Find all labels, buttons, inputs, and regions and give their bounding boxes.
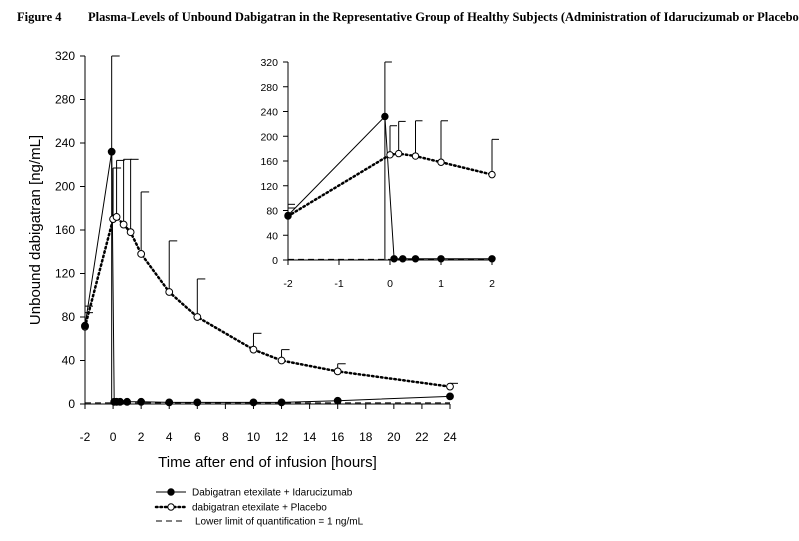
inset-idarucizumab-point: [381, 112, 389, 121]
main-x-tick-label: 8: [222, 430, 229, 444]
main-x-tick-label: 12: [275, 430, 289, 444]
main-idarucizumab-point: [249, 398, 258, 407]
inset-idarucizumab-point: [390, 255, 398, 263]
inset-y-tick-label: 320: [260, 57, 278, 69]
main-idarucizumab-point: [446, 392, 454, 401]
inset-placebo-point: [437, 158, 445, 166]
inset-y-tick-label: 200: [260, 131, 278, 143]
legend-idarucizumab-label: Dabigatran etexilate + Idarucizumab: [192, 488, 353, 499]
main-placebo-point: [137, 250, 146, 258]
main-y-tick-label: 280: [55, 93, 75, 107]
legend-placebo-marker: [167, 503, 175, 511]
main-placebo-point: [112, 213, 121, 221]
main-x-tick-label: 10: [247, 430, 261, 444]
inset-idarucizumab-point: [284, 211, 292, 220]
main-x-tick-label: 22: [415, 430, 429, 444]
main-placebo-point: [446, 382, 454, 391]
main-idarucizumab-point: [107, 147, 116, 156]
main-idarucizumab-point: [116, 397, 124, 406]
inset-x-tick-label: 1: [438, 278, 444, 290]
main-x-tick-label: 24: [443, 430, 457, 444]
legend-idarucizumab-marker: [167, 488, 175, 496]
inset-placebo-point: [386, 151, 394, 159]
inset-y-tick-label: 280: [260, 82, 278, 94]
inset-idarucizumab-point: [411, 255, 420, 263]
main-y-tick-label: 160: [55, 223, 75, 237]
main-y-tick-label: 0: [68, 397, 75, 411]
main-x-tick-label: -2: [80, 430, 91, 444]
main-x-tick-label: 6: [194, 430, 201, 444]
inset-idarucizumab-point: [437, 255, 445, 263]
main-x-tick-label: 18: [359, 430, 373, 444]
main-y-tick-label: 320: [55, 49, 75, 63]
inset-x-tick-label: 2: [489, 278, 495, 290]
inset-placebo-point: [411, 152, 420, 160]
main-x-tick-label: 0: [110, 430, 117, 444]
main-x-tick-label: 20: [387, 430, 401, 444]
main-idarucizumab-point: [165, 398, 174, 407]
main-placebo-point: [333, 367, 342, 376]
main-idarucizumab-point: [193, 398, 202, 407]
inset-x-tick-label: -2: [283, 278, 292, 290]
main-series-placebo-line: [83, 215, 452, 388]
inset-idarucizumab-point: [399, 255, 407, 263]
legend-placebo-label: dabigatran etexilate + Placebo: [192, 503, 327, 514]
inset-x-tick-label: -1: [334, 278, 343, 290]
figure-title: Plasma-Levels of Unbound Dabigatran in t…: [88, 10, 799, 24]
inset-series-placebo-line: [286, 152, 494, 218]
main-y-tick-label: 240: [55, 136, 75, 150]
inset-placebo-point: [488, 170, 496, 179]
main-x-axis-label: Time after end of infusion [hours]: [158, 454, 377, 471]
inset-y-tick-label: 0: [272, 255, 278, 267]
main-idarucizumab-point: [123, 397, 132, 406]
main-x-tick-label: 4: [166, 430, 173, 444]
inset-y-tick-label: 120: [260, 181, 278, 193]
main-placebo-point: [126, 228, 135, 237]
main-y-tick-label: 120: [55, 267, 75, 281]
main-x-tick-label: 2: [138, 430, 145, 444]
main-x-tick-label: 14: [303, 430, 317, 444]
main-idarucizumab-point: [333, 396, 342, 405]
main-y-axis-label: Unbound dabigatran [ng/mL]: [27, 135, 44, 325]
main-placebo-point: [165, 288, 174, 296]
inset-idarucizumab-point: [488, 255, 496, 263]
main-y-tick-label: 40: [62, 354, 76, 368]
inset-y-tick-label: 80: [266, 206, 278, 218]
inset-placebo-point: [394, 149, 403, 158]
main-idarucizumab-point: [137, 397, 146, 406]
inset-y-tick-label: 240: [260, 107, 278, 119]
main-idarucizumab-point: [277, 398, 286, 407]
main-idarucizumab-point: [81, 321, 89, 330]
inset-x-tick-label: 0: [387, 278, 393, 290]
figure-label: Figure 4: [17, 10, 62, 24]
main-placebo-point: [277, 356, 286, 365]
main-y-tick-label: 80: [62, 310, 76, 324]
main-placebo-point: [119, 220, 128, 229]
inset-y-tick-label: 40: [266, 230, 278, 242]
main-y-tick-label: 200: [55, 180, 75, 194]
inset-y-tick-label: 160: [260, 156, 278, 168]
main-placebo-point: [193, 313, 202, 321]
legend-lloq-label: Lower limit of quantification = 1 ng/mL: [195, 517, 364, 528]
main-placebo-point: [249, 345, 258, 354]
main-x-tick-label: 16: [331, 430, 345, 444]
